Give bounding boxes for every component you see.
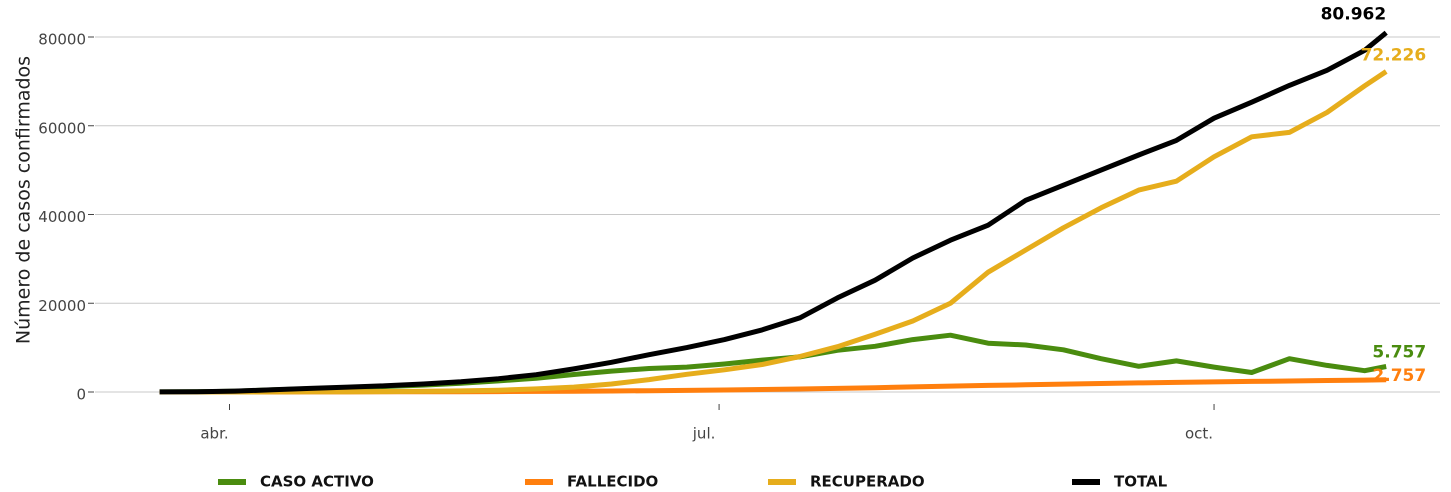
series-line [159, 69, 1388, 395]
legend-label: TOTAL [1114, 473, 1168, 491]
x-tick-label: jul. [692, 425, 716, 443]
y-axis-label: Número de casos confirmados [13, 56, 35, 344]
legend-label: FALLECIDO [567, 473, 658, 491]
legend-label: CASO ACTIVO [260, 473, 374, 491]
y-tick-label: 60000 [38, 119, 86, 137]
end-label: 80.962 [1321, 5, 1387, 25]
y-tick-label: 20000 [38, 297, 86, 315]
series-line [159, 30, 1388, 395]
x-tick-label: abr. [200, 425, 228, 443]
end-label: 2.757 [1372, 366, 1426, 386]
end-label: 72.226 [1361, 45, 1427, 65]
y-tick-label: 80000 [38, 31, 86, 49]
end-label: 5.757 [1372, 342, 1426, 362]
y-tick-label: 40000 [38, 208, 86, 226]
legend-label: RECUPERADO [810, 473, 925, 491]
x-tick-label: oct. [1185, 425, 1213, 443]
y-tick-label: 0 [76, 386, 86, 404]
